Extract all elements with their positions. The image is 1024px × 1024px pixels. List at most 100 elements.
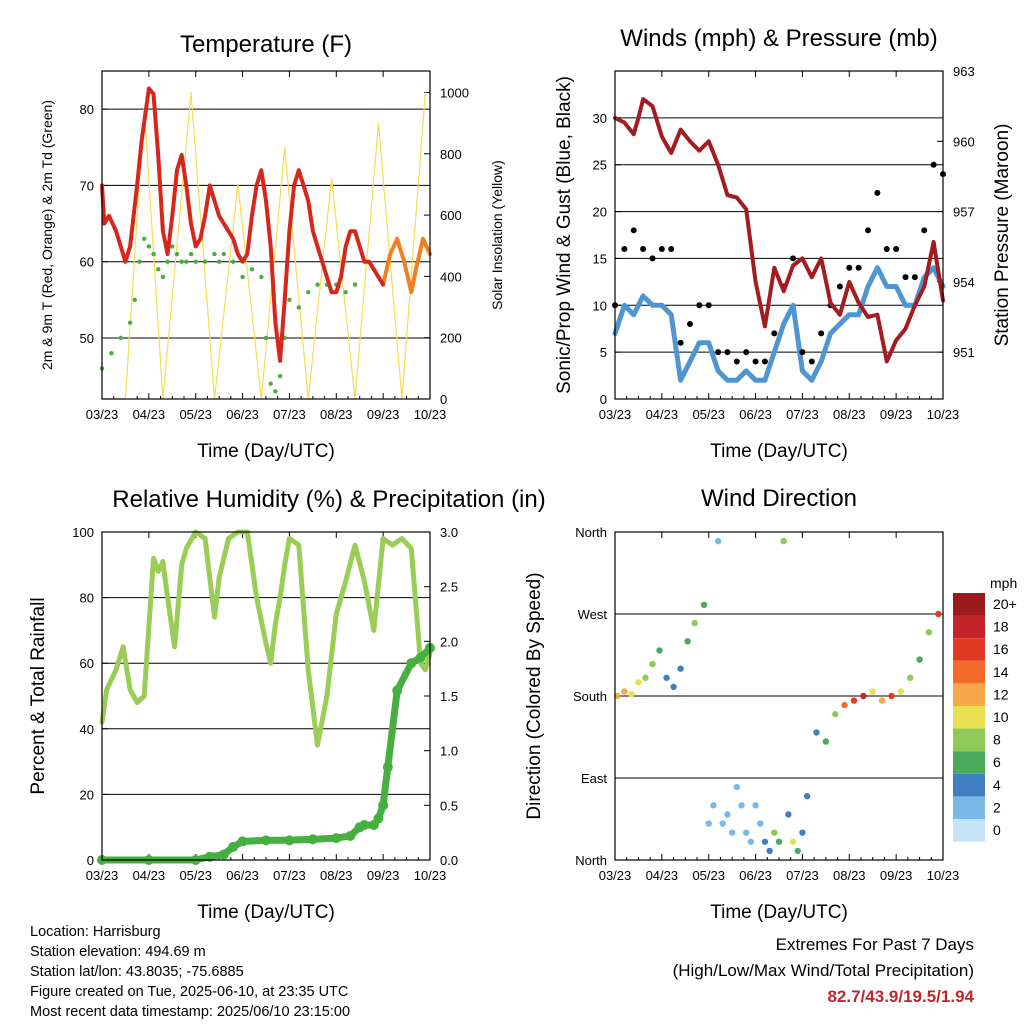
speed-legend-label: 6 bbox=[993, 754, 1001, 770]
dewpoint-point bbox=[343, 290, 348, 295]
gust-point bbox=[752, 358, 759, 365]
rainfall-point bbox=[237, 836, 248, 847]
wind-direction-point bbox=[771, 829, 778, 836]
gust-point bbox=[836, 283, 843, 290]
temperature-xtick-label: 05/23 bbox=[179, 407, 212, 422]
dewpoint-point bbox=[221, 251, 227, 257]
winds-y2tick-label: 963 bbox=[953, 64, 975, 79]
gust-point bbox=[818, 330, 825, 337]
temperature-ytick-label: 50 bbox=[80, 331, 94, 346]
wind-direction-point bbox=[642, 674, 649, 681]
wind-direction-point bbox=[684, 638, 691, 645]
speed-legend-swatch bbox=[953, 796, 985, 819]
winds-y2tick-label: 954 bbox=[953, 275, 975, 290]
humidity-y2tick-label: 1.0 bbox=[440, 744, 458, 759]
gust-point bbox=[621, 246, 628, 253]
humidity-xtick-label: 04/23 bbox=[133, 868, 166, 883]
humidity-xtick-label: 07/23 bbox=[273, 868, 306, 883]
wind-direction-point bbox=[822, 738, 830, 745]
gust-point bbox=[911, 274, 918, 281]
rainfall-point bbox=[415, 652, 426, 663]
latlon-text: Station lat/lon: 43.8035; -75.6885 bbox=[30, 964, 244, 980]
gust-point bbox=[846, 264, 853, 271]
speed-legend-label: 8 bbox=[993, 732, 1001, 748]
speed-legend-swatch bbox=[953, 660, 985, 684]
temperature-ytick-label: 70 bbox=[80, 178, 94, 193]
rainfall-point bbox=[392, 685, 403, 696]
winds-y2tick-label: 951 bbox=[953, 345, 975, 360]
humidity-panel: Relative Humidity (%) & Precipitation (i… bbox=[28, 486, 546, 923]
speed-legend-swatch bbox=[953, 773, 985, 797]
speed-legend-swatch bbox=[953, 751, 985, 774]
dewpoint-point bbox=[118, 335, 123, 341]
rainfall-point bbox=[204, 851, 215, 862]
recent-data-text: Most recent data timestamp: 2025/06/10 2… bbox=[30, 1004, 351, 1020]
wind-direction-point bbox=[803, 793, 811, 800]
rainfall-point bbox=[307, 834, 318, 845]
wind-direction-point bbox=[621, 688, 628, 695]
wind-direction-point bbox=[860, 692, 867, 700]
wind-direction-point bbox=[780, 537, 787, 545]
speed-legend-swatch bbox=[953, 615, 985, 639]
winds-ytick-label: 0 bbox=[600, 392, 607, 407]
wind-direction-point bbox=[614, 692, 621, 700]
humidity-xtick-label: 03/23 bbox=[86, 868, 119, 883]
wind-direction-point bbox=[785, 811, 792, 818]
wind_direction-ytick-label: North bbox=[575, 853, 607, 868]
rainfall-point bbox=[284, 835, 295, 846]
humidity-ytick-label: 80 bbox=[80, 591, 94, 606]
wind-direction-point bbox=[841, 701, 848, 709]
wind_direction-frame bbox=[614, 531, 944, 861]
wind-direction-point bbox=[705, 820, 712, 827]
winds-xtick-label: 06/23 bbox=[739, 407, 772, 422]
temperature-ylabel: 2m & 9m T (Red, Orange) & 2m Td (Green) bbox=[39, 100, 55, 370]
wind-direction-point bbox=[724, 811, 731, 818]
winds-xlabel: Time (Day/UTC) bbox=[710, 441, 848, 462]
humidity-ytick-label: 20 bbox=[80, 787, 94, 802]
rainfall-point bbox=[373, 813, 384, 824]
humidity-y2tick-label: 2.0 bbox=[440, 634, 458, 649]
wind-direction-point bbox=[743, 829, 750, 836]
wind-direction-point bbox=[916, 656, 923, 663]
speed-legend-swatch bbox=[953, 638, 985, 661]
extremes-subtitle: (High/Low/Max Wind/Total Precipitation) bbox=[672, 961, 974, 980]
winds-y2tick-label: 957 bbox=[953, 205, 975, 220]
dewpoint-point bbox=[137, 259, 142, 264]
dewpoint-point bbox=[273, 389, 278, 394]
temperature-panel: Temperature (F)5060708002004006008001000… bbox=[39, 31, 505, 462]
extremes-box: Extremes For Past 7 Days (High/Low/Max W… bbox=[673, 932, 974, 1010]
temperature-ytick-label: 80 bbox=[80, 102, 94, 117]
temperature-y2tick-label: 400 bbox=[440, 269, 462, 284]
relative-humidity-line bbox=[99, 529, 433, 748]
temp-2m-line bbox=[100, 86, 386, 363]
gust-point bbox=[743, 349, 750, 356]
gust-point bbox=[761, 358, 768, 365]
wind-direction-point bbox=[878, 697, 886, 704]
gust-point bbox=[724, 349, 731, 356]
wind-direction-point bbox=[813, 729, 820, 736]
wind-direction-point bbox=[691, 619, 698, 627]
dewpoint-point bbox=[188, 251, 194, 257]
wind_direction-xtick-label: 10/23 bbox=[927, 868, 960, 883]
pressure-line bbox=[613, 97, 945, 364]
speed-legend-swatch bbox=[953, 593, 985, 616]
speed-legend-swatch bbox=[953, 819, 985, 842]
dewpoint-point bbox=[277, 373, 283, 379]
wind-direction-point bbox=[799, 829, 806, 836]
wind-direction-point bbox=[888, 692, 895, 700]
temperature-y2tick-label: 0 bbox=[440, 392, 447, 407]
temperature-y2tick-label: 1000 bbox=[440, 85, 469, 100]
speed-legend-swatch bbox=[953, 683, 985, 706]
wind-direction-point bbox=[714, 537, 722, 545]
humidity-xtick-label: 06/23 bbox=[226, 868, 259, 883]
wind-direction-point bbox=[738, 802, 745, 809]
dewpoint-point bbox=[263, 335, 269, 341]
dewpoint-point bbox=[315, 282, 320, 287]
wind-direction-point bbox=[850, 697, 858, 704]
dewpoint-point bbox=[305, 290, 311, 295]
gust-point bbox=[733, 358, 740, 365]
rainfall-point bbox=[378, 800, 389, 811]
extremes-values: 82.7/43.9/19.5/1.94 bbox=[827, 987, 974, 1006]
rainfall-point bbox=[261, 835, 271, 846]
wind-direction-point bbox=[700, 601, 708, 609]
